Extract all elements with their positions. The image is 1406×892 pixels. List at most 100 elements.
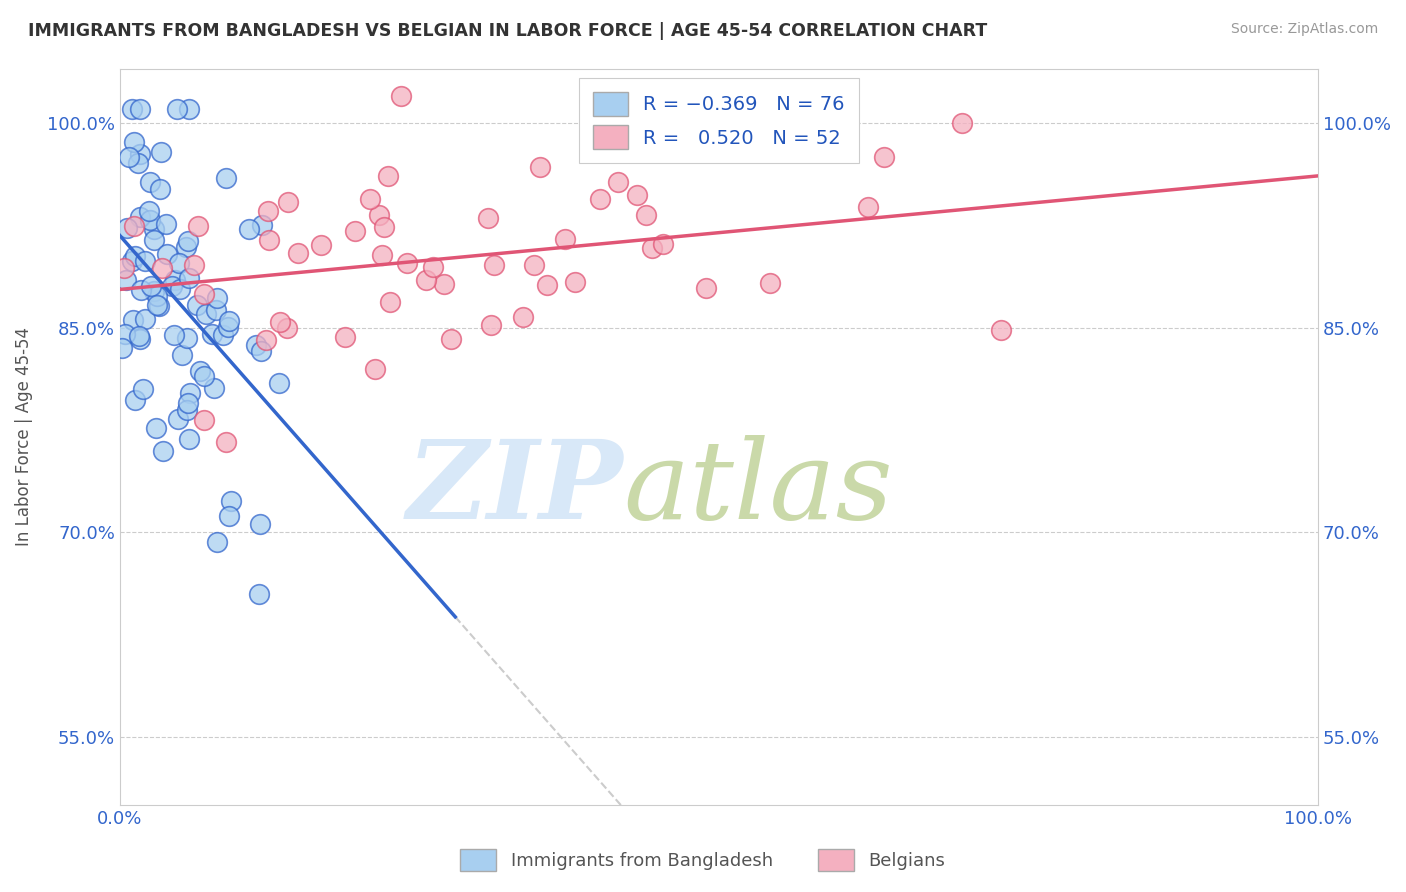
Point [121,254,143,268]
Point [179,103,201,117]
Point [183,258,205,272]
Point [759,276,782,290]
Point [277,194,299,209]
Point [205,303,228,318]
Point [195,307,218,321]
Point [512,310,534,324]
Point [149,182,172,196]
Point [179,270,201,285]
Text: atlas: atlas [623,434,893,542]
Point [523,258,546,272]
Point [554,232,576,246]
Point [115,221,138,235]
Point [143,233,166,247]
Point [482,258,505,272]
Point [856,200,879,214]
Point [422,260,444,275]
Legend: Immigrants from Bangladesh, Belgians: Immigrants from Bangladesh, Belgians [453,842,953,879]
Text: IMMIGRANTS FROM BANGLADESH VS BELGIAN IN LABOR FORCE | AGE 45-54 CORRELATION CHA: IMMIGRANTS FROM BANGLADESH VS BELGIAN IN… [28,22,987,40]
Point [259,233,281,247]
Point [139,213,162,227]
Point [247,587,270,601]
Point [134,253,156,268]
Point [269,314,291,328]
Point [529,160,551,174]
Point [205,535,228,549]
Point [215,171,238,186]
Point [636,208,658,222]
Point [128,329,150,343]
Point [378,294,401,309]
Point [589,192,612,206]
Point [950,116,973,130]
Point [177,234,200,248]
Point [344,224,367,238]
Point [202,381,225,395]
Point [176,396,198,410]
Point [145,421,167,435]
Point [287,246,309,260]
Point [371,248,394,262]
Point [479,318,502,333]
Point [193,368,215,383]
Point [155,217,177,231]
Point [124,219,146,234]
Point [218,508,240,523]
Point [250,343,273,358]
Point [152,444,174,458]
Point [249,516,271,531]
Point [652,237,675,252]
Point [373,219,395,234]
Point [254,333,277,347]
Point [169,255,191,269]
Point [146,289,169,303]
Point [121,313,143,327]
Point [238,221,260,235]
Point [129,284,152,298]
Point [186,298,208,312]
Point [536,277,558,292]
Point [176,240,198,254]
Point [219,494,242,508]
Point [167,412,190,426]
Point [433,277,456,291]
Point [128,332,150,346]
Point [187,219,209,234]
Point [218,314,240,328]
Point [212,327,235,342]
Point [122,135,145,149]
Point [333,329,356,343]
Point [138,175,160,189]
Text: ZIP: ZIP [406,434,623,542]
Point [176,403,198,417]
Point [364,362,387,376]
Point [149,145,172,159]
Point [564,275,586,289]
Legend: R = −0.369   N = 76, R =   0.520   N = 52: R = −0.369 N = 76, R = 0.520 N = 52 [579,78,859,162]
Point [129,103,152,117]
Point [179,386,201,401]
Point [188,364,211,378]
Point [193,413,215,427]
Point [163,327,186,342]
Point [112,260,135,275]
Point [145,298,167,312]
Point [176,331,198,345]
Point [118,150,141,164]
Point [252,218,274,232]
Point [607,175,630,189]
Point [111,341,134,355]
Point [150,260,173,275]
Point [165,273,187,287]
Y-axis label: In Labor Force | Age 45-54: In Labor Force | Age 45-54 [15,327,32,546]
Point [138,204,160,219]
Point [477,211,499,226]
Point [205,291,228,305]
Point [389,88,412,103]
Point [127,156,149,170]
Point [166,103,188,117]
Point [193,286,215,301]
Point [141,278,163,293]
Point [115,273,138,287]
Point [169,282,191,296]
